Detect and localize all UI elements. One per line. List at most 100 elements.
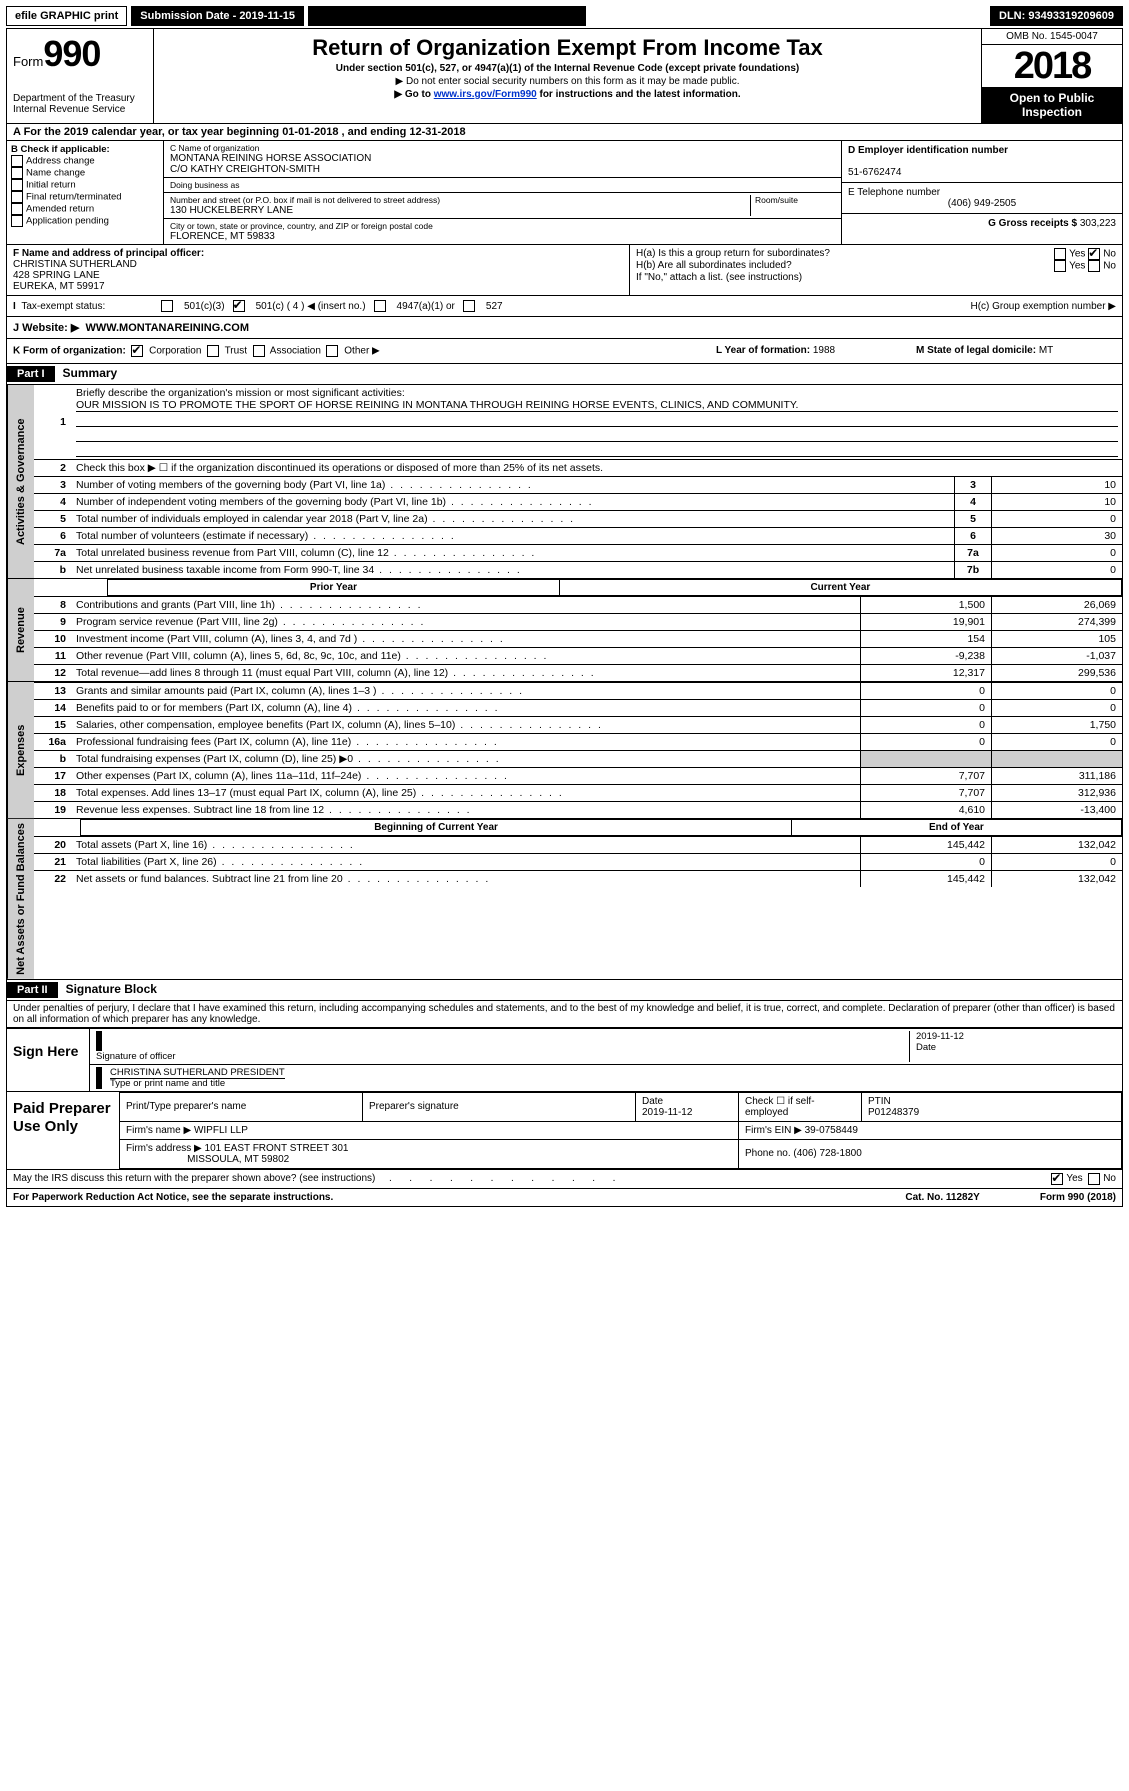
efile-label[interactable]: efile GRAPHIC print <box>6 6 127 26</box>
c-care-of: C/O KATHY CREIGHTON-SMITH <box>170 164 835 175</box>
m-label: M State of legal domicile: <box>916 345 1039 356</box>
tab-revenue: Revenue <box>7 579 34 681</box>
ha-yes: Yes <box>1069 249 1085 260</box>
section-c: C Name of organization MONTANA REINING H… <box>164 141 841 244</box>
tab-governance: Activities & Governance <box>7 385 34 578</box>
c-city-label: City or town, state or province, country… <box>170 221 835 231</box>
hb-no-chk[interactable] <box>1088 260 1100 272</box>
hb-yes-chk[interactable] <box>1054 260 1066 272</box>
open-public-badge: Open to Public Inspection <box>982 87 1122 123</box>
chk-4947[interactable] <box>374 300 386 312</box>
f-street: 428 SPRING LANE <box>13 270 100 281</box>
b-amended: Amended return <box>26 204 94 215</box>
goto-link[interactable]: www.irs.gov/Form990 <box>434 89 537 100</box>
firm-addr1: 101 EAST FRONT STREET 301 <box>205 1143 349 1154</box>
topbar: efile GRAPHIC print Submission Date - 20… <box>6 6 1123 26</box>
declaration-text: Under penalties of perjury, I declare th… <box>7 1001 1122 1028</box>
row-i-tax-status: I Tax-exempt status: 501(c)(3) 501(c) ( … <box>7 296 1122 317</box>
table-row: 5Total number of individuals employed in… <box>34 511 1122 528</box>
discuss-text: May the IRS discuss this return with the… <box>13 1173 375 1185</box>
prep-sig-label: Preparer's signature <box>369 1101 459 1112</box>
i-527: 527 <box>486 301 503 312</box>
submission-date: Submission Date - 2019-11-15 <box>131 6 304 26</box>
col-begin-year: Beginning of Current Year <box>81 820 791 836</box>
paid-preparer-block: Paid Preparer Use Only Print/Type prepar… <box>7 1092 1122 1170</box>
b-pending: Application pending <box>26 216 109 227</box>
ha-yes-chk[interactable] <box>1054 248 1066 260</box>
d-ein: 51-6762474 <box>848 167 901 178</box>
goto-post: for instructions and the latest informat… <box>537 89 741 100</box>
table-row: 14Benefits paid to or for members (Part … <box>34 700 1122 717</box>
chk-corp[interactable] <box>131 345 143 357</box>
c-room-label: Room/suite <box>755 195 835 205</box>
sign-here-block: Sign Here Signature of officer 2019-11-1… <box>7 1028 1122 1092</box>
paid-table: Print/Type preparer's name Preparer's si… <box>120 1092 1122 1169</box>
table-row: 7aTotal unrelated business revenue from … <box>34 545 1122 562</box>
table-row: 3Number of voting members of the governi… <box>34 477 1122 494</box>
chk-501c[interactable] <box>233 300 245 312</box>
discuss-yes-chk[interactable] <box>1051 1173 1063 1185</box>
chk-527[interactable] <box>463 300 475 312</box>
hb-yes: Yes <box>1069 261 1085 272</box>
table-row: 19Revenue less expenses. Subtract line 1… <box>34 802 1122 819</box>
table-row: 15Salaries, other compensation, employee… <box>34 717 1122 734</box>
firm-ein-label: Firm's EIN ▶ <box>745 1125 802 1136</box>
i-501c3: 501(c)(3) <box>184 301 225 312</box>
chk-address[interactable] <box>11 155 23 167</box>
discuss-row: May the IRS discuss this return with the… <box>7 1170 1122 1189</box>
omb-number: OMB No. 1545-0047 <box>982 29 1122 45</box>
form-header: Form990 Department of the Treasury Inter… <box>7 29 1122 124</box>
chk-other[interactable] <box>326 345 338 357</box>
ptin-value: P01248379 <box>868 1107 919 1118</box>
cat-number: Cat. No. 11282Y <box>905 1192 979 1203</box>
gov-section: Activities & Governance 1 Briefly descri… <box>7 385 1122 579</box>
table-row: 10Investment income (Part VIII, column (… <box>34 631 1122 648</box>
header-left: Form990 Department of the Treasury Inter… <box>7 29 154 123</box>
part1-badge: Part I <box>7 366 55 382</box>
net-section: Net Assets or Fund Balances Beginning of… <box>7 819 1122 980</box>
c-org-name: MONTANA REINING HORSE ASSOCIATION <box>170 153 835 164</box>
dln-label: DLN: 93493319209609 <box>990 6 1123 26</box>
f-name: CHRISTINA SUTHERLAND <box>13 259 137 270</box>
firm-phone-label: Phone no. <box>745 1148 793 1159</box>
k-label: K Form of organization: <box>13 346 126 357</box>
chk-501c3[interactable] <box>161 300 173 312</box>
table-row: 18Total expenses. Add lines 13–17 (must … <box>34 785 1122 802</box>
tab-net-assets: Net Assets or Fund Balances <box>7 819 34 979</box>
pra-notice: For Paperwork Reduction Act Notice, see … <box>13 1192 333 1203</box>
footer-row: For Paperwork Reduction Act Notice, see … <box>7 1189 1122 1206</box>
chk-initial[interactable] <box>11 179 23 191</box>
officer-name-label: Type or print name and title <box>110 1078 225 1089</box>
form-container: Form990 Department of the Treasury Inter… <box>6 28 1123 1207</box>
c-dba-label: Doing business as <box>170 180 835 190</box>
form-title: Return of Organization Exempt From Incom… <box>160 35 975 61</box>
goto-pre: ▶ Go to <box>394 89 433 100</box>
rev-lines-table: 8Contributions and grants (Part VIII, li… <box>34 596 1122 681</box>
form-subtitle: Under section 501(c), 527, or 4947(a)(1)… <box>160 63 975 74</box>
chk-pending[interactable] <box>11 215 23 227</box>
chk-trust[interactable] <box>207 345 219 357</box>
chk-assoc[interactable] <box>253 345 265 357</box>
sig-date-label: Date <box>916 1042 936 1053</box>
discuss-no-chk[interactable] <box>1088 1173 1100 1185</box>
table-row: 6Total number of volunteers (estimate if… <box>34 528 1122 545</box>
chk-final[interactable] <box>11 191 23 203</box>
paid-preparer-label: Paid Preparer Use Only <box>7 1092 120 1169</box>
i-4947: 4947(a)(1) or <box>397 301 455 312</box>
row-f-h: F Name and address of principal officer:… <box>7 245 1122 296</box>
prep-date: 2019-11-12 <box>642 1107 692 1118</box>
ha-no-chk[interactable] <box>1088 248 1100 260</box>
hb-note: If "No," attach a list. (see instruction… <box>636 272 1116 283</box>
table-row: 22Net assets or fund balances. Subtract … <box>34 871 1122 888</box>
chk-amended[interactable] <box>11 203 23 215</box>
exp-section: Expenses 13Grants and similar amounts pa… <box>7 682 1122 819</box>
table-row: 13Grants and similar amounts paid (Part … <box>34 683 1122 700</box>
header-right: OMB No. 1545-0047 2018 Open to Public In… <box>981 29 1122 123</box>
ptin-label: PTIN <box>868 1096 891 1107</box>
table-row: bTotal fundraising expenses (Part IX, co… <box>34 751 1122 768</box>
chk-name[interactable] <box>11 167 23 179</box>
i-501c: 501(c) ( 4 ) ◀ (insert no.) <box>256 301 366 312</box>
rev-section: Revenue Prior Year Current Year 8Contrib… <box>7 579 1122 682</box>
row-j-website: J Website: ▶ WWW.MONTANAREINING.COM <box>7 317 1122 339</box>
tax-year: 2018 <box>982 45 1122 87</box>
